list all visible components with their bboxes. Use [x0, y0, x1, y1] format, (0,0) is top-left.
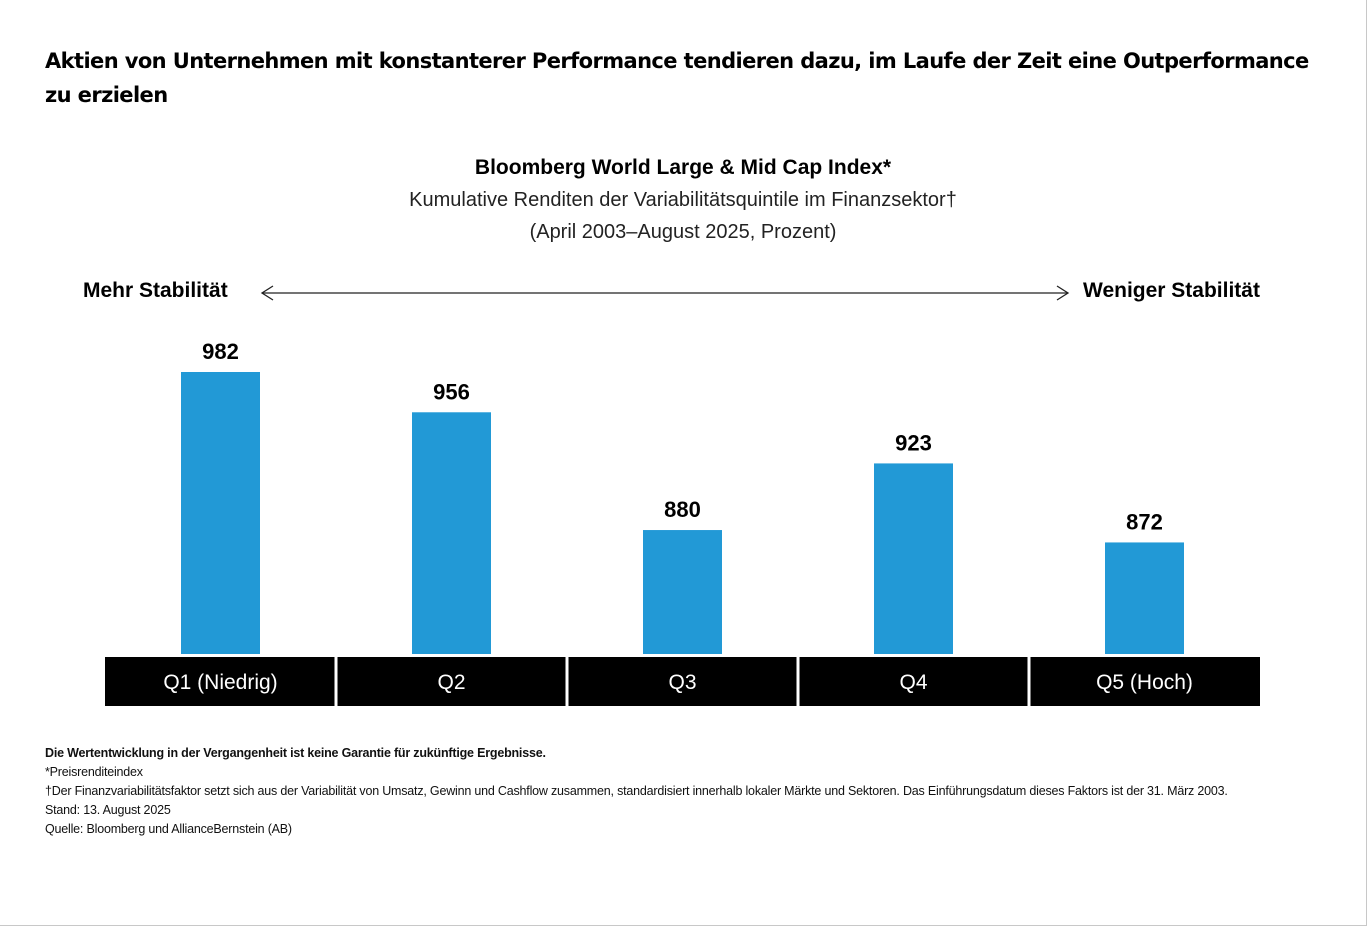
bar-1: [181, 372, 260, 654]
date-note: Stand: 13. August 2025: [45, 803, 171, 817]
disclaimer-note: Die Wertentwicklung in der Vergangenheit…: [45, 746, 546, 760]
headline: Aktien von Unternehmen mit konstanterer …: [45, 49, 1309, 107]
category-cell-5: [1030, 657, 1260, 706]
more-stability-label: Mehr Stabilität: [83, 279, 228, 302]
category-band: Q1 (Niedrig) Q2 Q3 Q4 Q5 (Hoch): [105, 657, 1260, 706]
category-cell-3: [568, 657, 797, 706]
chart-title: Bloomberg World Large & Mid Cap Index*: [474, 156, 892, 179]
double-headed-arrow-icon: [260, 285, 1070, 301]
arrow-right-head: [1056, 285, 1070, 301]
category-cell-2: [337, 657, 566, 706]
source-note: Quelle: Bloomberg und AllianceBernstein …: [45, 822, 292, 836]
footnotes: Die Wertentwicklung in der Vergangenheit…: [45, 744, 1315, 839]
data-label-3: 880: [664, 497, 701, 522]
data-label-4: 923: [895, 430, 932, 455]
category-label-4: Q4: [899, 671, 927, 694]
bar-5: [1105, 542, 1184, 654]
category-cell-1: [105, 657, 335, 706]
data-label-2: 956: [433, 379, 470, 404]
category-label-5: Q5 (Hoch): [1096, 671, 1193, 694]
category-label-3: Q3: [668, 671, 696, 694]
bar-3: [643, 530, 722, 654]
category-cell-4: [799, 657, 1028, 706]
bar-2: [412, 412, 491, 654]
category-label-2: Q2: [437, 671, 465, 694]
factor-note: †Der Finanzvariabilitätsfaktor setzt sic…: [45, 784, 1228, 798]
index-note: *Preisrenditeindex: [45, 765, 143, 779]
bar-4: [874, 463, 953, 654]
less-stability-label: Weniger Stabilität: [1083, 279, 1260, 302]
data-label-1: 982: [202, 339, 239, 364]
category-label-1: Q1 (Niedrig): [163, 671, 277, 694]
chart-subtitle: Kumulative Renditen der Variabilitätsqui…: [409, 189, 957, 211]
chart-period: (April 2003–August 2025, Prozent): [529, 221, 837, 243]
data-label-5: 872: [1126, 509, 1163, 534]
bars-group: 982 956 880 923 872: [181, 339, 1184, 654]
arrow-left-head: [260, 285, 274, 301]
